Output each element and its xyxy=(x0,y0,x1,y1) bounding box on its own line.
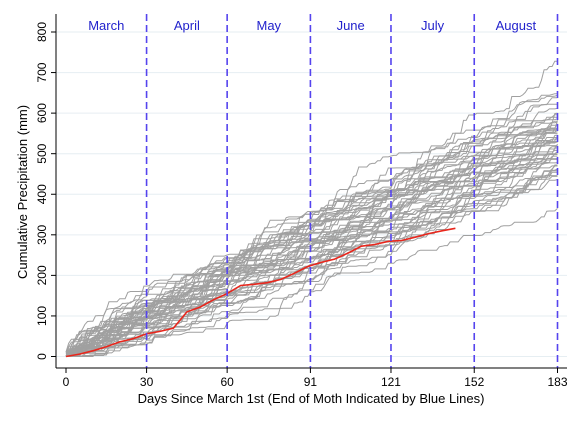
x-tick-label-60: 60 xyxy=(220,375,234,389)
history-line-45 xyxy=(66,158,558,357)
month-label-august: August xyxy=(496,18,537,33)
axes: 0 100 200 300 400 500 600 700 800 0 30 60 91 121 152 18… xyxy=(35,14,568,389)
y-axis-title: Cumulative Precipitation (mm) xyxy=(15,105,30,279)
history-line-37 xyxy=(66,165,558,357)
x-axis-title: Days Since March 1st (End of Moth Indica… xyxy=(138,391,485,406)
month-label-april: April xyxy=(174,18,200,33)
x-tick-label-30: 30 xyxy=(140,375,154,389)
history-line-47 xyxy=(65,170,558,357)
history-line-19 xyxy=(66,132,558,357)
y-tick-label-400: 400 xyxy=(35,184,49,204)
history-line-25 xyxy=(66,143,558,354)
month-label-june: June xyxy=(337,18,365,33)
month-label-may: May xyxy=(256,18,281,33)
y-tick-label-100: 100 xyxy=(35,306,49,326)
history-line-40 xyxy=(66,135,558,353)
history-line-10 xyxy=(66,118,558,357)
x-tick-label-183: 183 xyxy=(547,375,567,389)
y-tick-label-200: 200 xyxy=(35,265,49,285)
current-year-line xyxy=(65,227,456,358)
history-line-32 xyxy=(65,162,558,357)
history-line-48 xyxy=(66,175,558,357)
y-tick-label-300: 300 xyxy=(35,224,49,244)
history-line-50 xyxy=(66,208,558,357)
y-tick-label-0: 0 xyxy=(35,353,49,360)
history-line-41 xyxy=(65,128,558,353)
y-tick-label-600: 600 xyxy=(35,103,49,123)
y-tick-label-700: 700 xyxy=(35,62,49,82)
history-line-44 xyxy=(66,151,558,355)
history-line-28 xyxy=(65,149,558,357)
current-year-series xyxy=(65,227,456,358)
history-line-11 xyxy=(66,120,558,357)
month-boundaries: March April May June July August xyxy=(88,14,559,368)
y-tick-label-500: 500 xyxy=(35,143,49,163)
x-tick-label-121: 121 xyxy=(381,375,401,389)
historical-series xyxy=(65,60,558,357)
history-line-42 xyxy=(66,120,558,357)
history-line-49 xyxy=(66,179,558,355)
x-tick-label-152: 152 xyxy=(464,375,484,389)
x-tick-label-91: 91 xyxy=(304,375,318,389)
x-tick-label-0: 0 xyxy=(63,375,70,389)
history-line-39 xyxy=(65,145,558,357)
month-label-july: July xyxy=(421,18,445,33)
month-label-march: March xyxy=(88,18,124,33)
history-line-33 xyxy=(66,165,558,357)
y-tick-label-800: 800 xyxy=(35,22,49,42)
